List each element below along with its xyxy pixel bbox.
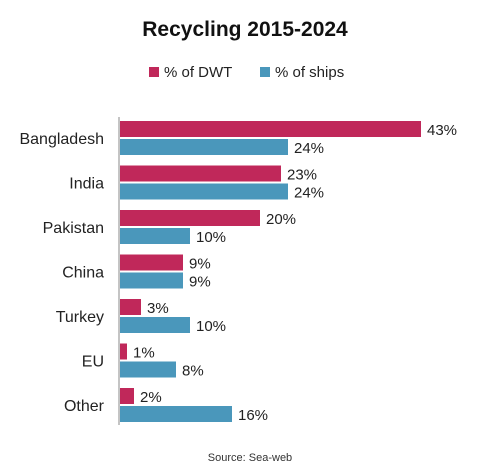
value-label-india-ships: 24%: [294, 185, 324, 202]
bar-turkey-ships: [120, 317, 190, 333]
value-label-turkey-dwt: 3%: [147, 300, 169, 317]
category-label-india: India: [69, 176, 104, 193]
bar-turkey-dwt: [120, 299, 141, 315]
bar-eu-ships: [120, 361, 176, 378]
legend-swatch-dwt: [149, 67, 159, 77]
legend-label-dwt: % of DWT: [164, 64, 232, 81]
bar-china-ships: [120, 272, 183, 289]
value-label-eu-dwt: 1%: [133, 345, 155, 362]
value-labels: 43%24%23%24%20%10%9%9%3%10%1%8%2%16%: [133, 122, 457, 424]
bar-bangladesh-dwt: [120, 121, 421, 137]
value-label-bangladesh-dwt: 43%: [427, 122, 457, 139]
chart-source: Source: Sea-web: [208, 452, 292, 464]
chart-title: Recycling 2015-2024: [142, 18, 348, 41]
category-label-other: Other: [64, 398, 105, 415]
value-label-pakistan-ships: 10%: [196, 229, 226, 246]
value-label-bangladesh-ships: 24%: [294, 140, 324, 157]
category-label-eu: EU: [82, 354, 104, 371]
category-label-china: China: [62, 265, 104, 282]
value-label-other-ships: 16%: [238, 407, 268, 424]
bar-india-dwt: [120, 165, 281, 182]
value-label-other-dwt: 2%: [140, 389, 162, 406]
legend-swatch-ships: [260, 67, 270, 77]
bar-china-dwt: [120, 254, 183, 271]
category-label-pakistan: Pakistan: [43, 220, 104, 237]
value-label-turkey-ships: 10%: [196, 318, 226, 335]
category-labels: Bangladesh India Pakistan China Turkey EU Othe…: [19, 131, 104, 415]
value-label-india-dwt: 23%: [287, 167, 317, 184]
category-label-turkey: Turkey: [56, 309, 104, 326]
bar-bangladesh-ships: [120, 139, 288, 155]
bar-other-ships: [120, 406, 232, 422]
legend-label-ships: % of ships: [275, 64, 344, 81]
bar-pakistan-ships: [120, 228, 190, 244]
value-label-pakistan-dwt: 20%: [266, 211, 296, 228]
legend: % of DWT % of ships: [149, 64, 344, 81]
bar-pakistan-dwt: [120, 210, 260, 226]
bar-india-ships: [120, 183, 288, 200]
bars: [120, 121, 421, 422]
value-label-china-dwt: 9%: [189, 256, 211, 273]
value-label-eu-ships: 8%: [182, 363, 204, 380]
category-label-bangladesh: Bangladesh: [19, 131, 104, 148]
value-label-china-ships: 9%: [189, 274, 211, 291]
bar-other-dwt: [120, 388, 134, 404]
bar-eu-dwt: [120, 343, 127, 360]
